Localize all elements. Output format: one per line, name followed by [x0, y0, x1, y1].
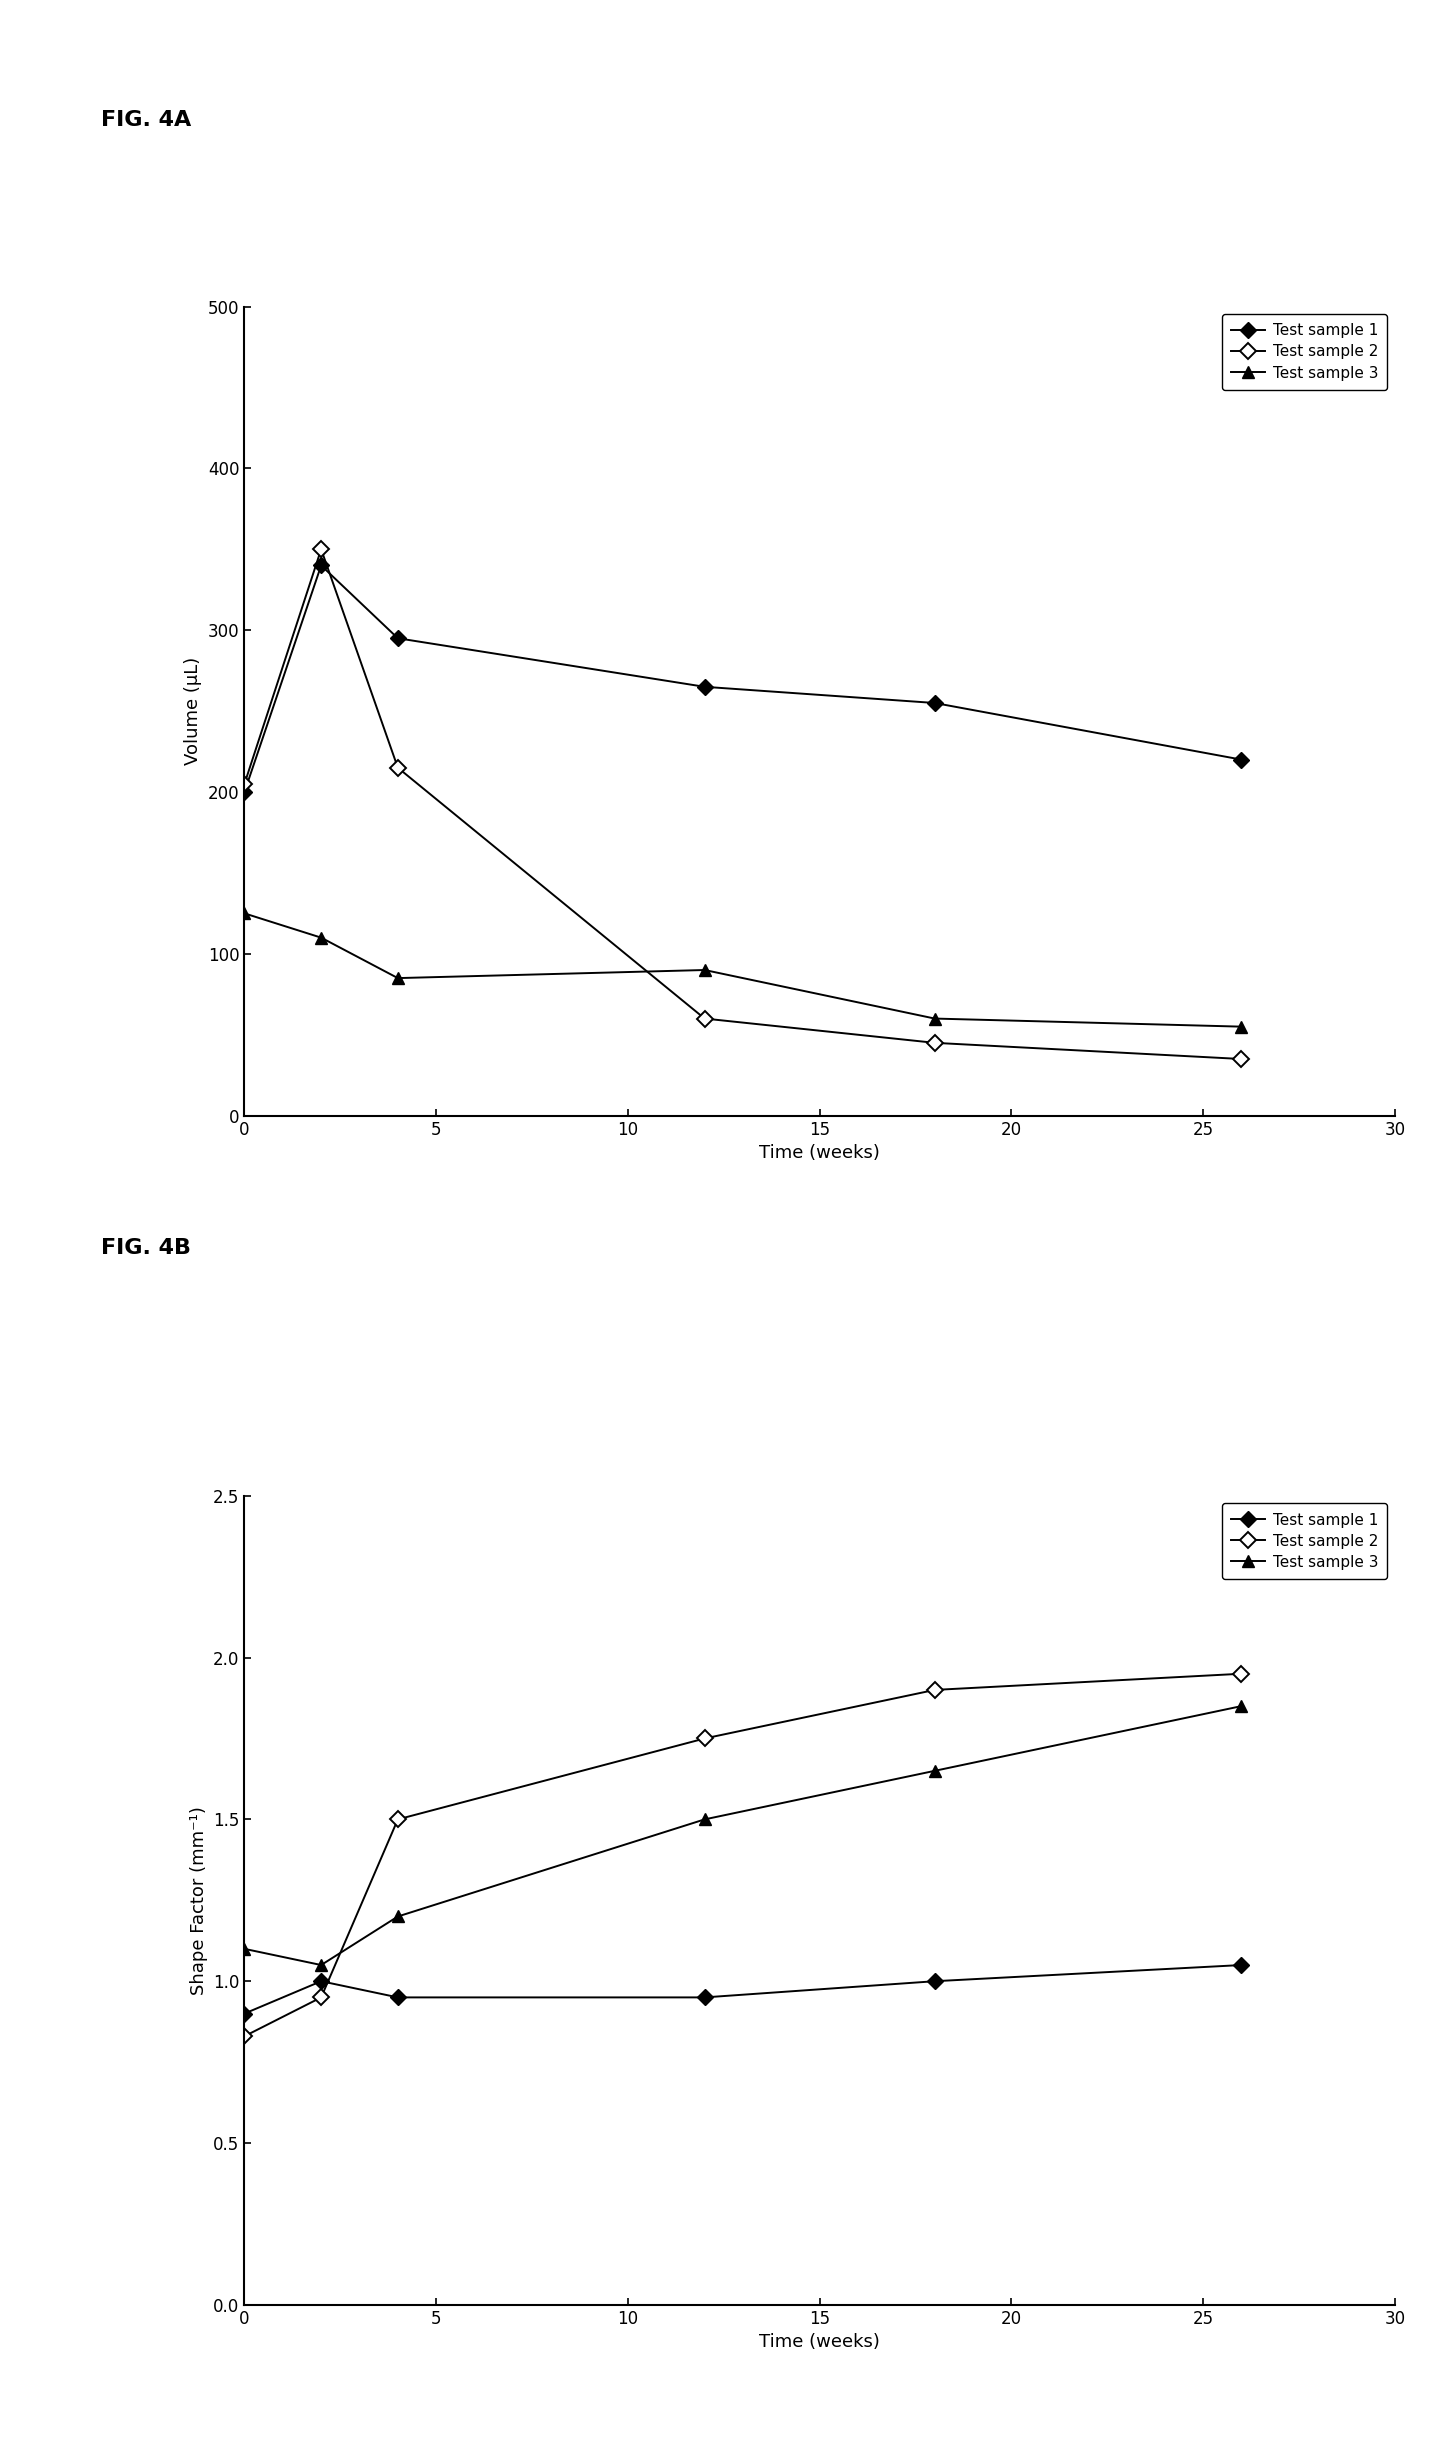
Text: FIG. 4A: FIG. 4A: [101, 110, 191, 130]
Test sample 1: [390, 623, 407, 652]
Line: Test sample 2: Test sample 2: [239, 1667, 1247, 2043]
Test sample 1: [926, 689, 943, 718]
Test sample 1: [312, 1967, 329, 1996]
Test sample 1: [926, 1967, 943, 1996]
Test sample 2: [312, 535, 329, 564]
Line: Test sample 2: Test sample 2: [239, 544, 1247, 1064]
Test sample 2: [696, 1724, 713, 1753]
Test sample 2: [390, 1805, 407, 1834]
Y-axis label: Shape Factor (mm⁻¹): Shape Factor (mm⁻¹): [190, 1805, 207, 1996]
Test sample 2: [1232, 1045, 1250, 1074]
Test sample 1: [236, 1998, 253, 2028]
Test sample 1: [390, 1984, 407, 2013]
X-axis label: Time (weeks): Time (weeks): [759, 2334, 880, 2351]
Test sample 3: [236, 897, 253, 927]
Test sample 1: [1232, 1949, 1250, 1979]
Line: Test sample 3: Test sample 3: [239, 907, 1247, 1032]
Test sample 3: [312, 1949, 329, 1979]
Test sample 3: [390, 1903, 407, 1932]
Legend: Test sample 1, Test sample 2, Test sample 3: Test sample 1, Test sample 2, Test sampl…: [1222, 314, 1388, 390]
Test sample 2: [926, 1675, 943, 1704]
Test sample 3: [1232, 1692, 1250, 1721]
Test sample 3: [696, 956, 713, 986]
Y-axis label: Volume (μL): Volume (μL): [184, 657, 203, 765]
Test sample 1: [236, 777, 253, 807]
Test sample 3: [390, 964, 407, 993]
Test sample 2: [926, 1027, 943, 1057]
X-axis label: Time (weeks): Time (weeks): [759, 1145, 880, 1162]
Line: Test sample 1: Test sample 1: [239, 1959, 1247, 2018]
Test sample 2: [236, 770, 253, 799]
Line: Test sample 1: Test sample 1: [239, 559, 1247, 797]
Text: FIG. 4B: FIG. 4B: [101, 1238, 191, 1258]
Test sample 1: [1232, 745, 1250, 775]
Test sample 2: [1232, 1660, 1250, 1689]
Test sample 3: [1232, 1013, 1250, 1042]
Line: Test sample 3: Test sample 3: [239, 1702, 1247, 1971]
Test sample 2: [312, 1984, 329, 2013]
Test sample 1: [696, 672, 713, 701]
Test sample 3: [926, 1756, 943, 1785]
Test sample 3: [696, 1805, 713, 1834]
Test sample 3: [926, 1003, 943, 1032]
Test sample 2: [236, 2020, 253, 2050]
Test sample 2: [696, 1003, 713, 1032]
Legend: Test sample 1, Test sample 2, Test sample 3: Test sample 1, Test sample 2, Test sampl…: [1222, 1503, 1388, 1579]
Test sample 1: [312, 552, 329, 581]
Test sample 3: [236, 1935, 253, 1964]
Test sample 3: [312, 922, 329, 951]
Test sample 1: [696, 1984, 713, 2013]
Test sample 2: [390, 753, 407, 782]
